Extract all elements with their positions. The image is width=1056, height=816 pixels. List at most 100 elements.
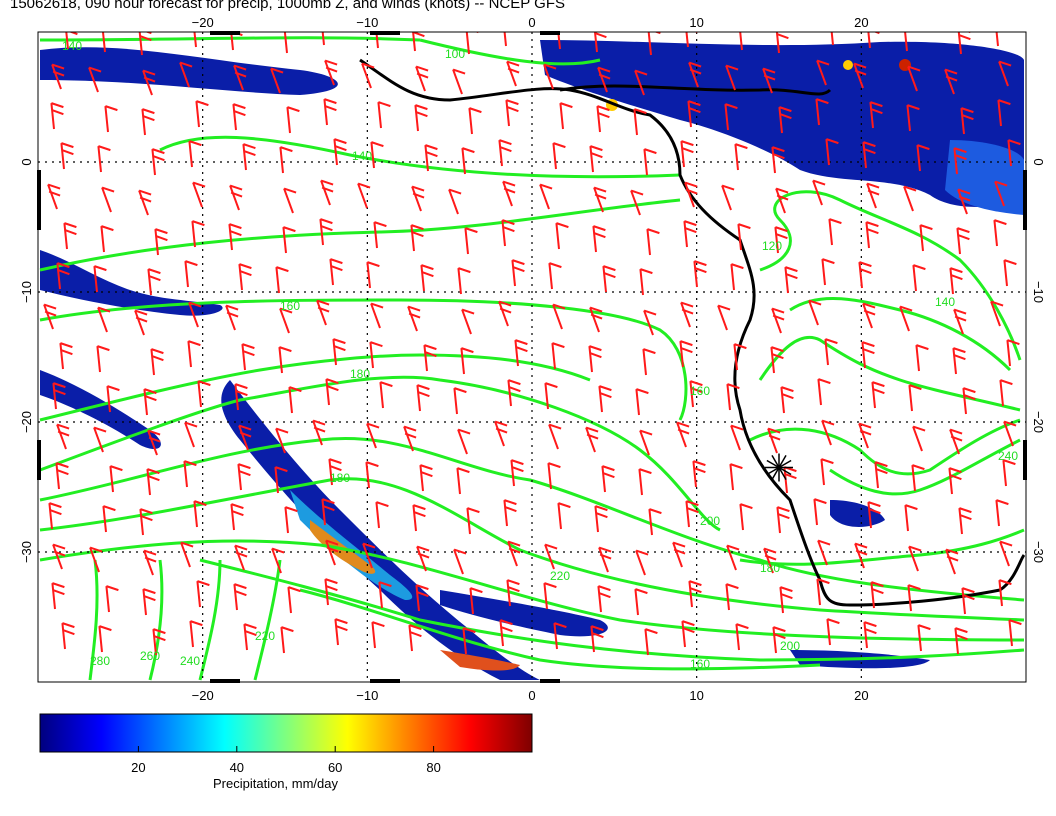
wind-barb xyxy=(98,626,103,653)
wind-barb xyxy=(197,381,202,408)
wind-barb-flag xyxy=(604,272,616,279)
wind-barb-flag xyxy=(409,624,422,631)
wind-barb-flag xyxy=(192,220,205,227)
plot-frame xyxy=(37,31,1027,683)
wind-barb-flag xyxy=(639,468,652,475)
wind-barb xyxy=(775,188,786,214)
wind-barb xyxy=(408,625,413,652)
wind-barb xyxy=(634,70,645,96)
wind-barb xyxy=(283,188,294,214)
wind-barb-flag xyxy=(782,393,794,400)
wind-barb xyxy=(498,301,509,327)
wind-barb-flag xyxy=(909,384,922,391)
wind-barb-flag xyxy=(230,24,242,28)
wind-barb-flag xyxy=(321,19,333,23)
lat-tick-label-right: −30 xyxy=(1031,541,1046,563)
wind-barb xyxy=(456,468,461,495)
wind-barb-flag xyxy=(872,588,884,595)
wind-barb-flag xyxy=(762,67,776,74)
wind-barb-flag xyxy=(680,301,694,308)
wind-barb xyxy=(949,268,954,295)
wind-barb xyxy=(643,310,654,336)
wind-barb-flag xyxy=(366,461,379,468)
wind-barb xyxy=(501,220,506,247)
wind-barb xyxy=(187,341,192,368)
wind-barb-flag xyxy=(907,65,921,72)
wind-barb-flag xyxy=(234,544,248,551)
wind-barb xyxy=(283,32,288,54)
wind-barb xyxy=(999,380,1004,407)
wind-barb-flag xyxy=(680,340,693,347)
wind-barb-flag xyxy=(54,389,66,396)
wind-barb-flag xyxy=(156,235,168,242)
wind-barb-flag xyxy=(682,620,695,627)
wind-barb xyxy=(361,63,372,89)
wind-barb-flag xyxy=(454,387,467,394)
wind-barb xyxy=(507,380,512,407)
wind-barb xyxy=(871,382,876,409)
wind-barb-flag xyxy=(417,384,430,391)
wind-barb xyxy=(593,187,604,213)
wind-barb-flag xyxy=(372,621,385,628)
wind-barb xyxy=(767,428,778,454)
wind-barb xyxy=(553,623,558,650)
wind-barb-flag xyxy=(649,508,662,515)
wind-barb-flag xyxy=(243,350,255,357)
contour-100-north xyxy=(419,38,601,66)
wind-barb xyxy=(101,187,112,213)
wind-barb-flag xyxy=(462,147,475,154)
wind-barb-flag xyxy=(1003,459,1016,466)
wind-barb-flag xyxy=(65,229,77,236)
wind-barb xyxy=(193,501,198,528)
wind-barb-flag xyxy=(543,63,557,70)
wind-barb-flag xyxy=(102,26,114,30)
wind-barb xyxy=(366,423,377,449)
wind-barb xyxy=(956,228,961,255)
wind-barb xyxy=(324,579,329,606)
wind-barb xyxy=(1008,620,1013,647)
wind-barb xyxy=(551,343,556,370)
wind-barb-flag xyxy=(949,467,962,474)
wind-barb-flag xyxy=(185,260,198,267)
wind-barb-flag xyxy=(52,70,65,77)
wind-barb-flag xyxy=(506,99,519,106)
wind-barb xyxy=(638,469,643,496)
wind-barb xyxy=(958,508,963,535)
wind-barb-flag xyxy=(144,388,157,395)
wind-barb-flag xyxy=(821,458,834,465)
wind-barb xyxy=(461,309,472,335)
wind-barb xyxy=(862,142,867,169)
wind-barb xyxy=(912,265,917,292)
wind-barb xyxy=(196,581,201,608)
wind-barb xyxy=(51,583,56,610)
wind-barb-flag xyxy=(817,539,831,546)
wind-barb xyxy=(188,302,199,328)
wind-barb xyxy=(323,99,328,126)
wind-barb-flag xyxy=(155,228,168,235)
wind-barb-flag xyxy=(322,26,333,30)
wind-barb xyxy=(371,622,376,649)
wind-barb-flag xyxy=(502,219,515,226)
wind-barb-flag xyxy=(53,382,66,389)
wind-barb-flag xyxy=(554,622,567,629)
wind-barb-flag xyxy=(403,425,417,432)
contour-label: 220 xyxy=(550,569,570,583)
wind-barb-flag xyxy=(945,75,958,82)
wind-barb xyxy=(904,32,908,52)
wind-barb-flag xyxy=(908,545,922,552)
wind-barb-flag xyxy=(687,507,699,514)
wind-barb xyxy=(146,469,151,496)
wind-barb xyxy=(904,505,909,532)
wind-barb-flag xyxy=(691,387,703,394)
wind-barb xyxy=(457,429,468,455)
wind-barb-flag xyxy=(726,544,740,551)
wind-barb-flag xyxy=(62,149,74,156)
wind-barb-flag xyxy=(730,463,743,470)
wind-barb xyxy=(960,108,965,135)
wind-barb-flag xyxy=(953,308,967,315)
wind-barb-flag xyxy=(854,542,868,549)
wind-barb-flag xyxy=(863,348,875,355)
wind-barb xyxy=(593,32,598,53)
wind-barb-flag xyxy=(548,462,561,469)
wind-barb-flag xyxy=(768,434,781,441)
